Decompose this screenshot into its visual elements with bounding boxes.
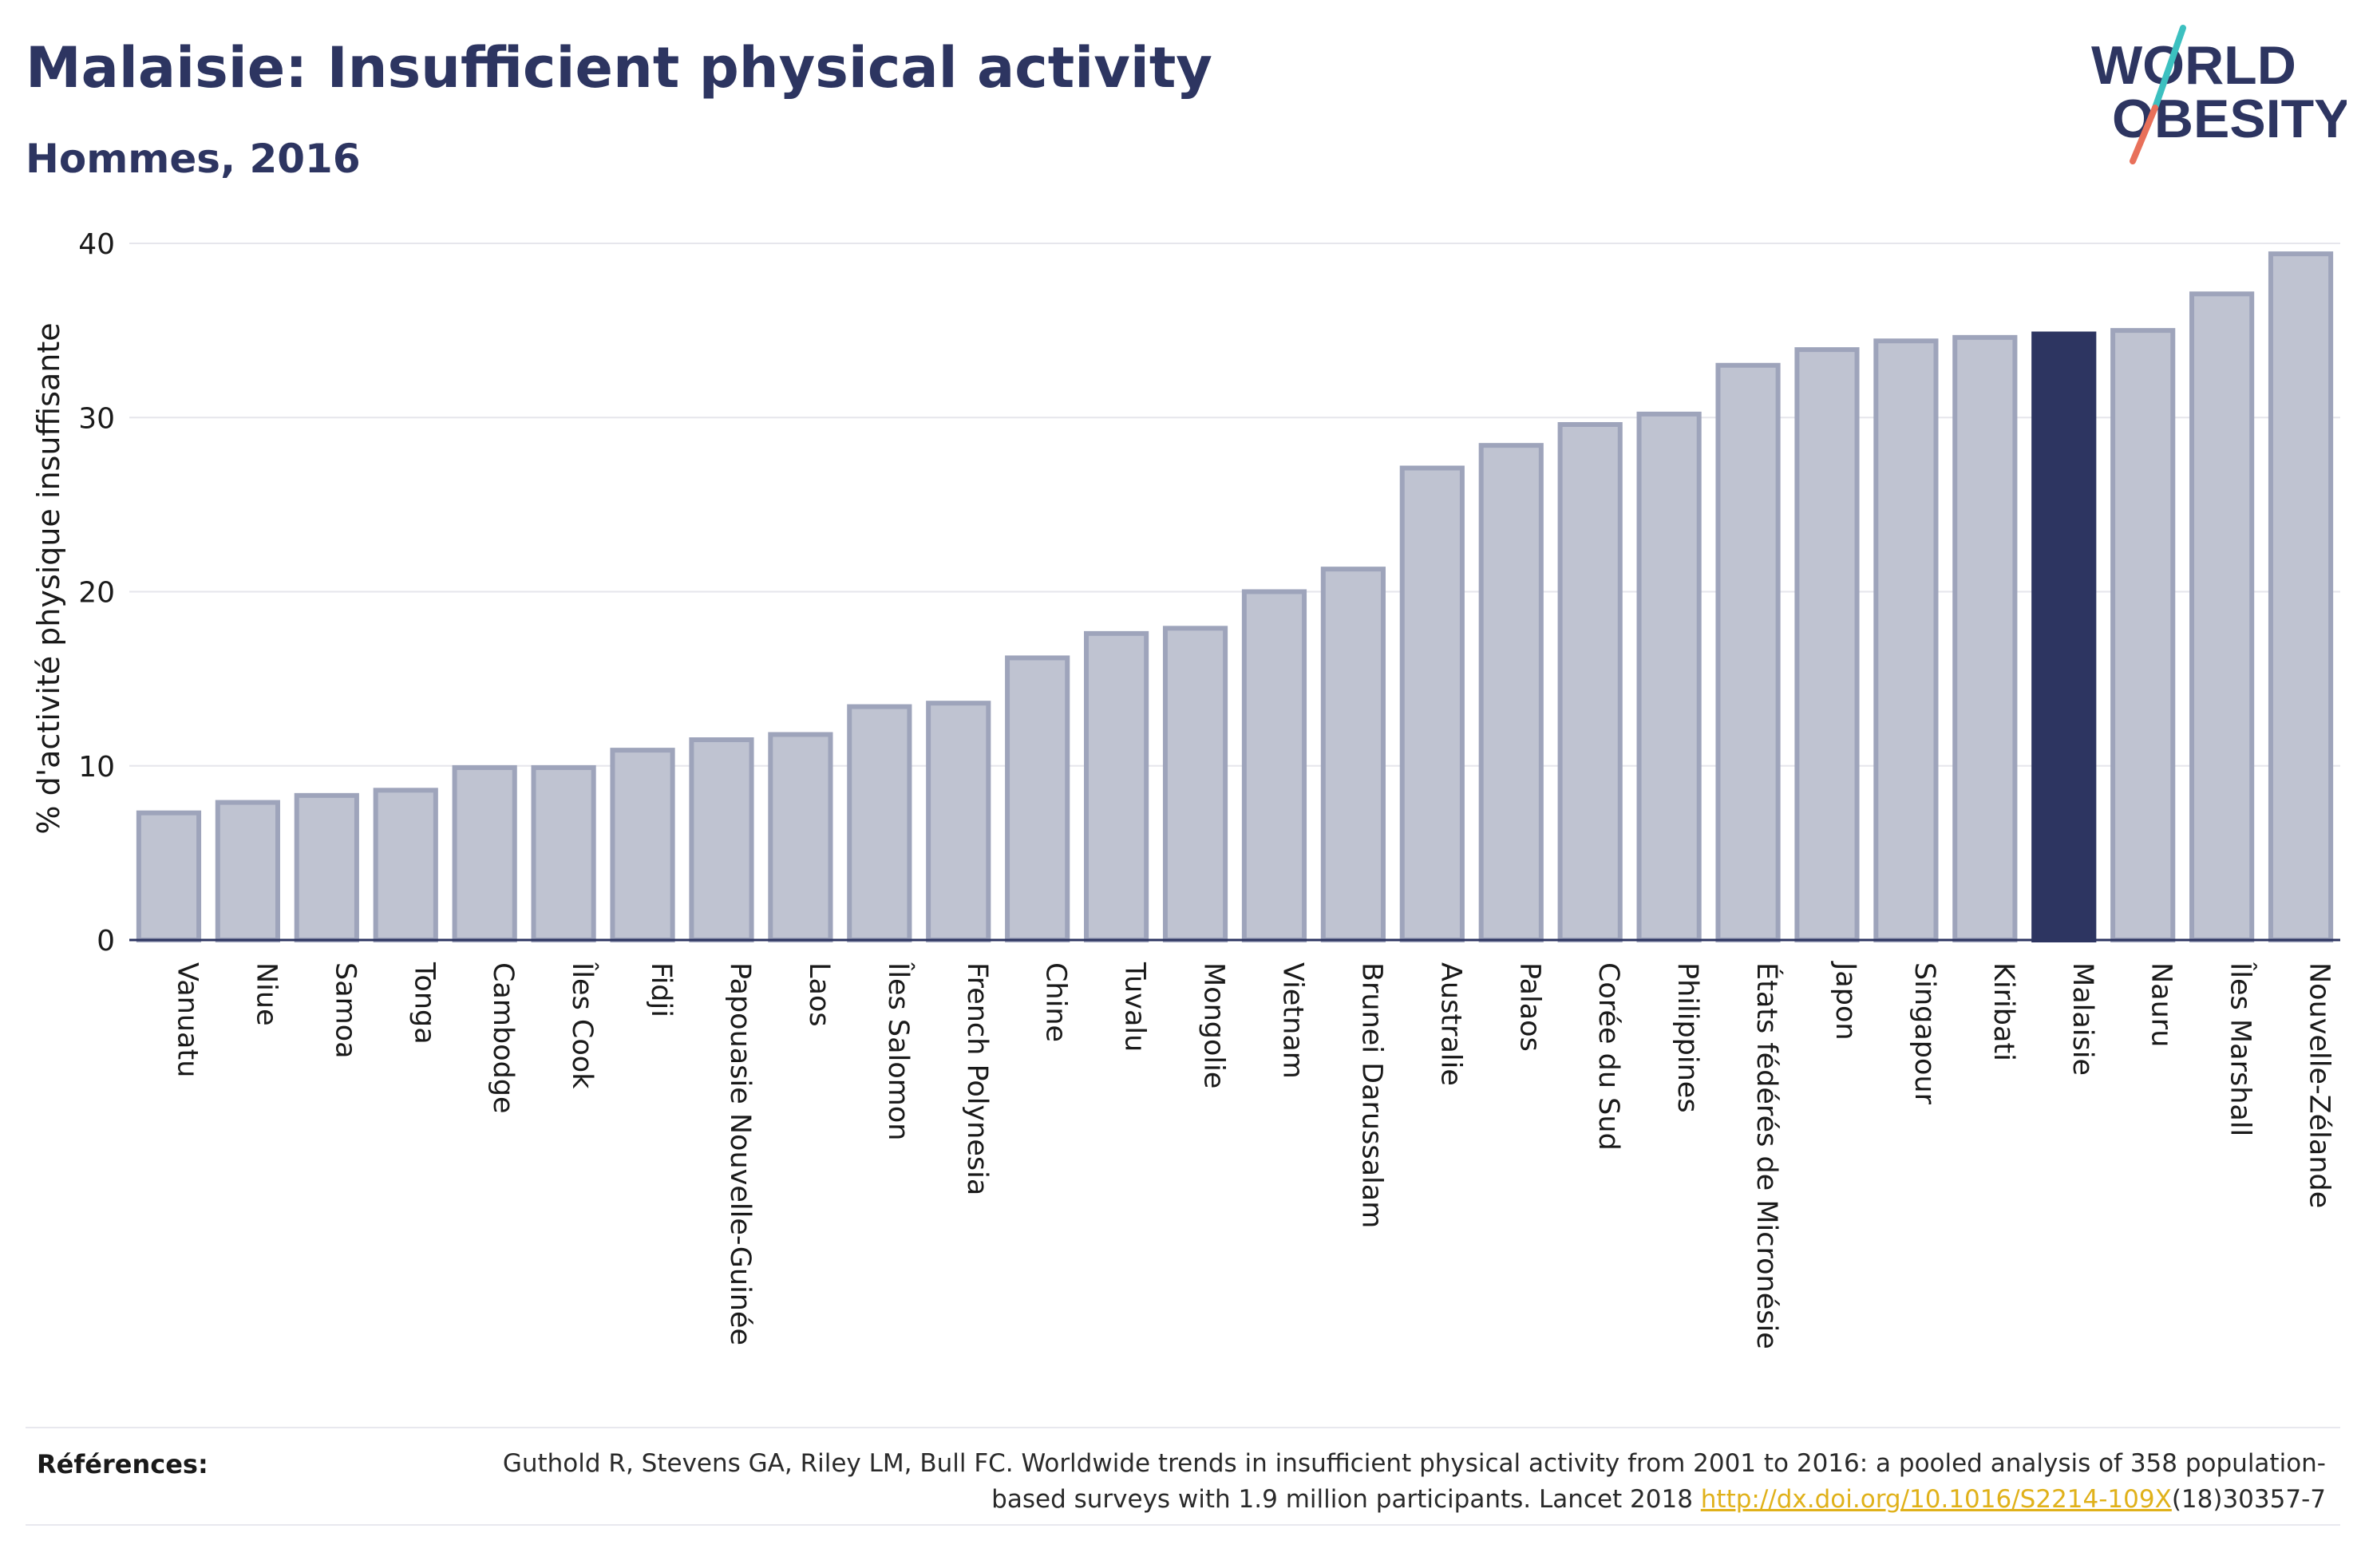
bar-niue <box>215 800 280 943</box>
world-obesity-logo: WORLD OBESITY <box>2091 25 2347 164</box>
bar-cambodge <box>452 764 517 942</box>
bar-tuvalu <box>1084 630 1149 942</box>
x-tick-label: Laos <box>803 962 835 1027</box>
bar-french-polynesia <box>926 701 991 942</box>
bar-îles-marshall <box>2189 291 2255 943</box>
x-tick-label: Vietnam <box>1276 962 1308 1079</box>
x-tick-label: Chine <box>1040 962 1072 1042</box>
x-tick-label: Brunei Darussalam <box>1355 962 1387 1228</box>
y-tick-label: 0 <box>97 925 115 958</box>
bar-vanuatu <box>136 810 202 942</box>
x-tick-label: French Polynesia <box>961 962 993 1195</box>
x-tick-label: Îles Cook <box>566 962 599 1089</box>
bar-tonga <box>373 788 438 942</box>
x-tick-label: Fidji <box>645 962 677 1017</box>
references-doi-suffix: (18)30357-7 <box>2171 1485 2326 1514</box>
x-tick-label: Niue <box>250 962 282 1026</box>
bar-mongolie <box>1162 626 1228 943</box>
bar-philippines <box>1636 411 1702 942</box>
x-tick-label: Nouvelle-Zélande <box>2304 962 2335 1208</box>
bar-japon <box>1794 347 1860 942</box>
y-tick-label: 10 <box>78 751 115 784</box>
x-tick-label: Tonga <box>408 962 440 1045</box>
x-tick-label: Îles Salomon <box>882 962 916 1140</box>
x-tick-label: Papouasie Nouvelle-Guinée <box>724 962 756 1345</box>
logo-slash-coral <box>2130 105 2158 164</box>
bar-vietnam <box>1241 589 1307 942</box>
references-doi-link[interactable]: http://dx.doi.org/10.1016/S2214-109X <box>1700 1485 2172 1514</box>
bar-fidji <box>610 748 675 942</box>
x-tick-label: Singapour <box>1908 962 1940 1105</box>
y-tick-label: 40 <box>78 228 115 261</box>
x-tick-label: Tuvalu <box>1119 962 1151 1052</box>
bar-chart: Vanuatu Niue Samoa Tonga Cambodge Îles Cook Fi… <box>31 228 2340 1349</box>
y-tick-label: 30 <box>78 402 115 435</box>
bar-australie <box>1399 465 1465 942</box>
x-tick-label: Mongolie <box>1198 962 1230 1088</box>
bar-îles-cook <box>531 764 596 942</box>
bar-kiribati <box>1952 334 2018 943</box>
bars <box>136 251 2334 943</box>
bar-malaisie <box>2031 331 2097 942</box>
x-tick-label: Corée du Sud <box>1592 962 1624 1151</box>
bar-papouasie-nouvelle-guinée <box>689 737 754 943</box>
bar-laos <box>768 732 833 943</box>
references-bottom-divider <box>26 1524 2340 1526</box>
bar-palaos <box>1478 443 1544 942</box>
bar-corée-du-sud <box>1557 421 1623 942</box>
x-tick-label: Samoa <box>329 962 361 1059</box>
bar-nauru <box>2110 328 2176 942</box>
x-tick-label: Malaisie <box>2066 962 2098 1076</box>
references-top-divider <box>26 1427 2340 1428</box>
x-tick-labels: Vanuatu Niue Samoa Tonga Cambodge Îles Cook Fi… <box>171 961 2335 1349</box>
x-tick-label: Kiribati <box>1987 962 2019 1061</box>
chart-title: Malaisie: Insufficient physical activity <box>26 35 1212 101</box>
bar-singapour <box>1873 338 1939 943</box>
x-tick-label: Japon <box>1829 961 1861 1041</box>
x-tick-label: Cambodge <box>487 962 519 1114</box>
x-tick-label: Philippines <box>1671 962 1703 1113</box>
references-citation: Guthold R, Stevens GA, Riley LM, Bull FC… <box>502 1449 2326 1514</box>
bar-samoa <box>294 792 359 942</box>
y-axis-label: % d'activité physique insuffisante <box>31 322 66 834</box>
bar-nouvelle-zélande <box>2268 251 2334 943</box>
logo-slash-teal <box>2152 25 2186 111</box>
x-tick-label: Australie <box>1434 962 1466 1086</box>
bar-chine <box>1005 655 1070 942</box>
x-tick-label: Îles Marshall <box>2225 962 2258 1136</box>
bar-états-fédérés-de-micronésie <box>1715 362 1781 942</box>
x-tick-label: Vanuatu <box>171 962 203 1077</box>
logo-word-world: WORLD <box>2091 35 2296 96</box>
x-tick-label: Nauru <box>2145 962 2177 1047</box>
bar-brunei-darussalam <box>1320 567 1386 942</box>
references-text: Guthold R, Stevens GA, Riley LM, Bull FC… <box>490 1446 2326 1518</box>
y-tick-label: 20 <box>78 577 115 610</box>
x-tick-label: Palaos <box>1513 962 1545 1052</box>
x-tick-label: États fédérés de Micronésie <box>1750 962 1784 1349</box>
chart-subtitle: Hommes, 2016 <box>26 136 361 182</box>
bar-îles-salomon <box>847 704 912 942</box>
y-tick-labels: 0 10 20 30 40 <box>78 228 115 958</box>
references-label: Références: <box>37 1449 208 1479</box>
